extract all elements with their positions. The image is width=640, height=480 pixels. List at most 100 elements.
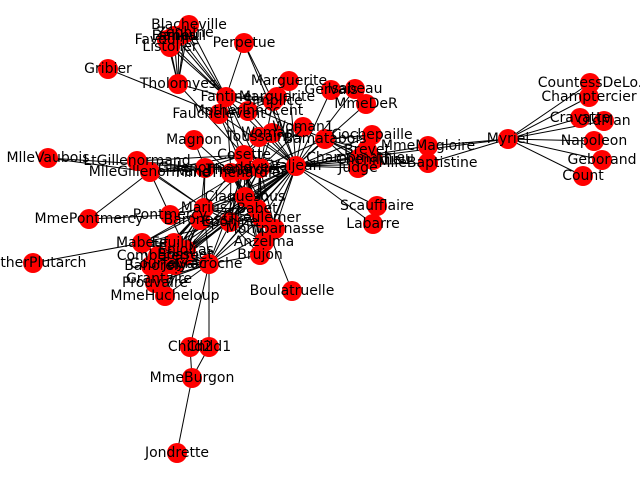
edge-Valjean-Judge: [295, 165, 359, 169]
node-BaronessT: [190, 210, 210, 230]
edge-Eponine-Mabeuf: [141, 221, 231, 244]
node-Claquesous: [235, 187, 255, 207]
node-Fantine: [216, 87, 236, 107]
node-Isabeau: [345, 79, 365, 99]
node-label-MmePontmercy: MmePontmercy: [35, 211, 144, 227]
node-Myriel: [498, 129, 518, 149]
node-label-BaronessT: BaronessT: [164, 212, 237, 228]
node-label-Jondrette: Jondrette: [144, 445, 209, 461]
node-label-Listolier: Listolier: [142, 39, 197, 55]
node-Champtercier: [579, 87, 599, 107]
node-label-Gillenormand: Gillenormand: [158, 160, 252, 176]
node-Fauchelevent: [209, 104, 229, 124]
node-label-Chenildieu: Chenildieu: [336, 152, 410, 168]
node-label-Child1: Child1: [187, 339, 231, 355]
node-Chenildieu: [363, 150, 383, 170]
node-Gribier: [98, 59, 118, 79]
node-label-Labarre: Labarre: [346, 216, 399, 232]
node-Marguerite: [279, 71, 299, 91]
node-label-Cravatte: Cravatte: [550, 110, 611, 126]
node-label-Prouvaire: Prouvaire: [122, 275, 188, 291]
node-OldMan: [594, 111, 614, 131]
node-label-Napoleon: Napoleon: [561, 133, 627, 149]
node-label-Thenardier: Thenardier: [205, 162, 282, 178]
edge-Cosette-LtGillenormand: [136, 154, 245, 162]
node-label-Combeferre: Combeferre: [117, 248, 200, 264]
edge-Zephine-Fantine: [184, 32, 227, 98]
node-Magnon: [184, 130, 204, 150]
node-label-Gribier: Gribier: [84, 61, 132, 77]
node-label-Fauchelevent: Fauchelevent: [172, 106, 266, 122]
node-label-Myriel: Myriel: [487, 131, 530, 147]
node-label-Zephine: Zephine: [156, 25, 213, 41]
node-Labarre: [363, 214, 383, 234]
node-label-Gavroche: Gavroche: [176, 256, 243, 272]
edge-Babet-Gavroche: [208, 208, 258, 265]
node-Eponine: [220, 212, 240, 232]
node-Child2: [180, 337, 200, 357]
node-label-Perpetue: Perpetue: [213, 35, 276, 51]
node-Bamatabois: [315, 129, 335, 149]
edge-Valjean-Champmathieu: [295, 157, 361, 167]
edge-MmeBurgon-Jondrette: [176, 377, 193, 454]
edge-Myriel-MmeMagloire: [427, 138, 509, 147]
edge-Javert-Bamatabois: [259, 138, 326, 169]
node-label-MlleVaubois: MlleVaubois: [6, 150, 89, 166]
node-Cravatte: [570, 108, 590, 128]
node-label-Dahlia: Dahlia: [152, 28, 197, 44]
edge-Fauchelevent-Gribier: [107, 68, 220, 115]
node-label-Brevet: Brevet: [344, 142, 391, 158]
node-Perpetue: [234, 33, 254, 53]
edge-Fantine-Javert: [225, 96, 261, 169]
node-label-Bossuet: Bossuet: [157, 247, 213, 263]
node-label-Champtercier: Champtercier: [541, 89, 637, 105]
edge-Valjean-Montparnasse: [274, 165, 297, 230]
node-label-Pontmercy: Pontmercy: [133, 207, 208, 223]
node-label-MotherPlutarch: MotherPlutarch: [0, 255, 86, 271]
node-MmeMagloire: [418, 136, 438, 156]
node-label-Cosette: Cosette: [217, 147, 271, 163]
node-Thenardier: [234, 160, 254, 180]
node-label-LtGillenormand: LtGillenormand: [83, 153, 190, 169]
edge-Myriel-Champtercier: [507, 96, 590, 140]
node-label-Valjean: Valjean: [271, 158, 322, 174]
node-MlleBaptistine: [418, 153, 438, 173]
edge-Valjean-Isabeau: [295, 88, 356, 167]
edge-Valjean-Labarre: [295, 165, 374, 225]
node-label-Simplice: Simplice: [243, 93, 302, 109]
edge-Myriel-Geborand: [507, 138, 603, 161]
edge-Javert-Montparnasse: [259, 167, 276, 230]
edge-Dahlia-Fantine: [173, 35, 227, 98]
edge-Fauchelevent-Javert: [218, 113, 261, 169]
node-Brujon: [250, 245, 270, 265]
edge-Valjean-Marguerite: [288, 80, 297, 167]
node-label-Bamatabois: Bamatabois: [283, 131, 366, 147]
node-Gervais: [321, 80, 341, 100]
edge-Myriel-MlleBaptistine: [427, 138, 509, 164]
node-label-Gervais: Gervais: [304, 82, 357, 98]
node-Pontmercy: [160, 205, 180, 225]
node-label-Brujon: Brujon: [237, 247, 283, 263]
node-Mabeuf: [132, 233, 152, 253]
node-label-Montparnasse: Montparnasse: [226, 221, 325, 237]
edge-Valjean-Mabeuf: [141, 165, 297, 244]
node-Cochepaille: [362, 125, 382, 145]
edge-Myriel-Napoleon: [507, 138, 595, 142]
node-label-MlleGillenormand: MlleGillenormand: [89, 164, 212, 180]
node-label-Javert: Javert: [239, 160, 281, 176]
node-label-Woman2: Woman2: [241, 125, 303, 141]
node-label-Toussaint: Toussaint: [225, 129, 292, 145]
edge-Valjean-Scaufflaire: [295, 165, 378, 207]
node-Jondrette: [167, 443, 187, 463]
node-MmeHucheloup: [155, 286, 175, 306]
node-label-MmeThenardier: MmeThenardier: [176, 165, 287, 181]
node-label-Champmathieu: Champmathieu: [306, 150, 414, 166]
node-label-Geborand: Geborand: [567, 152, 636, 168]
node-label-Bahorel: Bahorel: [124, 258, 178, 274]
node-label-Mabeuf: Mabeuf: [116, 235, 169, 251]
node-MmeDeR: [356, 94, 376, 114]
edge-Claquesous-Enjolras: [185, 196, 246, 251]
node-Boulatruelle: [282, 281, 302, 301]
node-label-Magnon: Magnon: [166, 132, 222, 148]
node-Marguerite2: [267, 87, 287, 107]
